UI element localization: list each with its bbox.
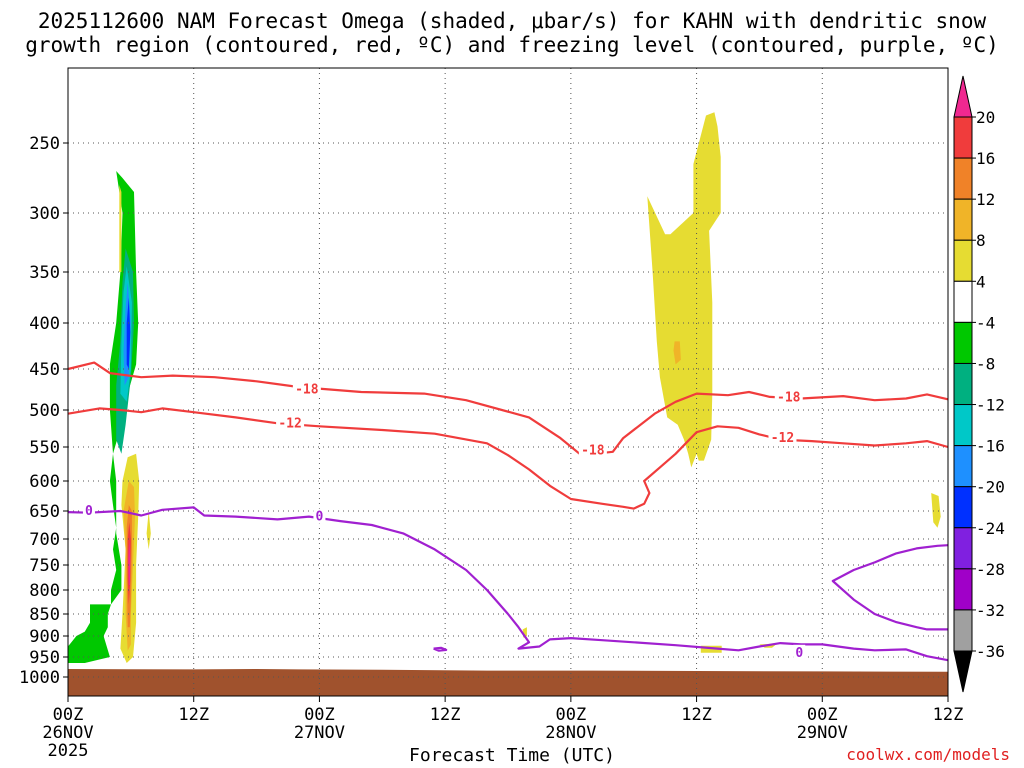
colorbar-box-7 xyxy=(953,362,973,406)
colorbar-label-13: -36 xyxy=(976,642,1005,661)
x-tick-day-0: 26NOV xyxy=(42,723,93,743)
x-tick-label-12: 12Z xyxy=(178,705,209,725)
contour-label-bg-0-0 xyxy=(292,381,321,397)
y-tick-label-1000: 1000 xyxy=(19,668,60,688)
contour-label-bg-0-2 xyxy=(774,389,803,405)
colorbar-box-4 xyxy=(953,239,973,282)
contour-label-1-0: -12 xyxy=(278,416,301,431)
colorbar-box-13 xyxy=(953,609,973,652)
x-tick-day-48: 28NOV xyxy=(545,723,596,743)
colorbar-label-12: -32 xyxy=(976,601,1005,620)
colorbar-box-9 xyxy=(953,445,973,488)
y-tick-label-700: 700 xyxy=(29,530,60,550)
y-tick-label-900: 900 xyxy=(29,627,60,647)
contour-label-2-0: 0 xyxy=(85,504,93,519)
y-tick-label-750: 750 xyxy=(29,556,60,576)
colorbar-label-10: -24 xyxy=(976,519,1005,538)
omega-shade-13 xyxy=(673,341,681,365)
colorbar-box-1 xyxy=(953,116,973,159)
x-tick-label-60: 12Z xyxy=(681,705,712,725)
contour-line-1 xyxy=(67,407,949,510)
x-tick-year-0: 2025 xyxy=(48,741,89,761)
y-tick-label-800: 800 xyxy=(29,581,60,601)
y-tick-label-400: 400 xyxy=(29,314,60,334)
contour-label-1-1: -12 xyxy=(771,431,794,446)
x-tick-label-24: 00Z xyxy=(304,705,335,725)
contour-label-0-0: -18 xyxy=(295,383,319,398)
y-tick-label-350: 350 xyxy=(29,263,60,283)
colorbar-box-2 xyxy=(953,157,973,200)
colorbar-label-11: -28 xyxy=(976,560,1005,579)
x-axis-label: Forecast Time (UTC) xyxy=(409,745,615,766)
chart-title-line-1: 2025112600 NAM Forecast Omega (shaded, μ… xyxy=(37,9,987,33)
colorbar-top-triangle xyxy=(953,75,973,118)
chart-title-line-2: growth region (contoured, red, ºC) and f… xyxy=(25,33,999,57)
y-tick-label-450: 450 xyxy=(29,360,60,380)
colorbar-label-0: 20 xyxy=(976,108,995,127)
colorbar-bottom-triangle xyxy=(953,650,973,693)
y-tick-label-500: 500 xyxy=(29,401,60,421)
colorbar-box-5 xyxy=(953,280,973,323)
colorbar-label-2: 12 xyxy=(976,190,995,209)
contour-label-0-2: -18 xyxy=(777,391,801,406)
contour-label-bg-2-2 xyxy=(793,644,806,660)
colorbar-box-3 xyxy=(953,198,973,241)
contour-line-2 xyxy=(67,506,949,662)
credit-text: coolwx.com/models xyxy=(846,745,1010,764)
contour-label-0-1: -18 xyxy=(581,443,605,458)
y-tick-label-650: 650 xyxy=(29,502,60,522)
omega-shade-17 xyxy=(931,493,941,528)
contour-label-bg-2-1 xyxy=(313,508,326,524)
colorbar-box-11 xyxy=(953,527,973,570)
omega-shade-12 xyxy=(647,112,721,468)
terrain-fill xyxy=(68,669,948,696)
omega-shade-10 xyxy=(119,185,122,272)
colorbar-label-4: 4 xyxy=(976,272,986,291)
colorbar-label-9: -20 xyxy=(976,478,1005,497)
colorbar-label-5: -4 xyxy=(976,313,995,332)
contour-label-bg-1-0 xyxy=(276,415,305,431)
y-tick-label-550: 550 xyxy=(29,438,60,458)
x-tick-label-72: 00Z xyxy=(807,705,838,725)
contour-label-bg-2-0 xyxy=(82,503,95,518)
contour-label-bg-0-1 xyxy=(578,442,607,458)
plot-frame xyxy=(67,67,949,697)
contour-label-2-1: 0 xyxy=(316,510,324,525)
y-tick-label-600: 600 xyxy=(29,472,60,492)
x-tick-label-36: 12Z xyxy=(430,705,461,725)
x-tick-label-0: 00Z xyxy=(53,705,84,725)
x-tick-label-84: 12Z xyxy=(933,705,964,725)
colorbar-box-8 xyxy=(953,404,973,447)
colorbar-label-8: -16 xyxy=(976,437,1005,456)
colorbar-label-3: 8 xyxy=(976,231,986,250)
contour-label-2-2: 0 xyxy=(795,646,803,661)
omega-shade-11 xyxy=(146,511,151,550)
colorbar-label-6: -8 xyxy=(976,354,995,373)
colorbar-box-6 xyxy=(953,321,973,364)
colorbar-box-12 xyxy=(953,568,973,611)
x-tick-day-72: 29NOV xyxy=(797,723,848,743)
y-tick-label-950: 950 xyxy=(29,648,60,668)
y-tick-label-300: 300 xyxy=(29,204,60,224)
x-tick-day-24: 27NOV xyxy=(294,723,345,743)
omega-shade-9 xyxy=(128,539,131,585)
contour-line-3 xyxy=(831,544,949,631)
colorbar-label-1: 16 xyxy=(976,149,995,168)
x-tick-label-48: 00Z xyxy=(555,705,586,725)
omega-shade-0 xyxy=(68,171,139,663)
colorbar-box-10 xyxy=(953,486,973,529)
omega-shade-4 xyxy=(126,297,131,369)
colorbar-label-7: -12 xyxy=(976,396,1005,415)
contour-line-4 xyxy=(433,646,448,652)
contour-label-bg-1-1 xyxy=(768,430,797,446)
y-tick-label-250: 250 xyxy=(29,134,60,154)
y-tick-label-850: 850 xyxy=(29,605,60,625)
